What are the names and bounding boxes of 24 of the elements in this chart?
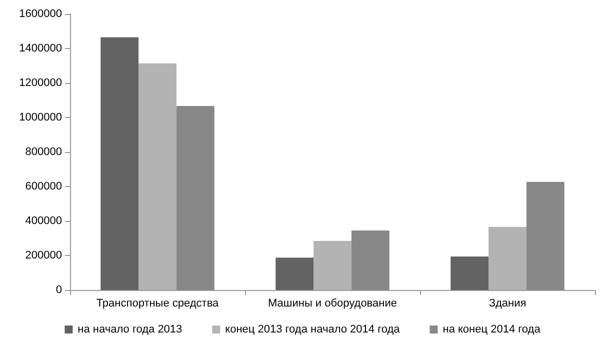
legend-label: на начало года 2013 [78,324,182,336]
legend-label: конец 2013 года начало 2014 года [225,324,401,336]
y-tick-label: 1200000 [19,77,62,89]
bar [351,230,390,290]
bar [314,240,352,290]
y-tick-label: 1400000 [19,42,62,54]
x-tick-label: Машины и оборудование [268,298,397,310]
y-tick-label: 200000 [25,250,62,262]
y-tick-label: 600000 [25,180,62,192]
x-tick-label: Здания [488,298,526,310]
legend-label: на конец 2014 года [442,324,542,336]
bar [276,258,314,290]
bar [176,106,214,290]
bar [526,182,564,290]
bar [488,226,526,290]
y-tick-label: 1600000 [19,8,62,20]
y-tick-label: 1000000 [19,112,62,124]
bar [100,37,139,290]
bar [450,256,489,290]
x-tick-label: Транспортные средства [96,298,220,310]
y-tick-label: 400000 [25,215,62,227]
bar [138,63,176,290]
y-tick-label: 0 [56,284,62,296]
y-tick-label: 800000 [25,146,62,158]
